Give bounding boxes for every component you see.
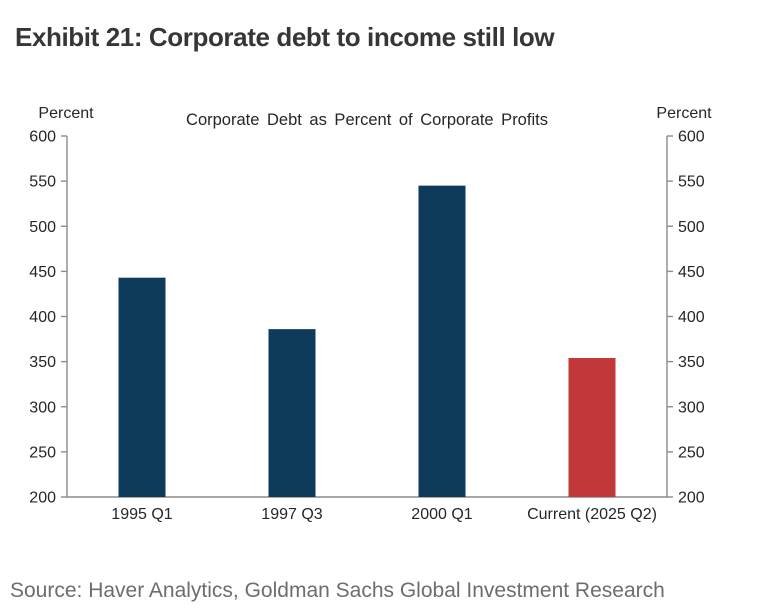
y-tick-label-left: 500 [29, 219, 56, 236]
bar-2 [268, 329, 316, 497]
x-tick-label: 2000 Q1 [411, 506, 472, 523]
y-tick-label-right: 400 [678, 309, 705, 326]
y-tick-label-left: 600 [29, 129, 56, 146]
y-tick-label-right: 200 [678, 490, 705, 507]
left-axis-unit-label: Percent [38, 105, 94, 122]
exhibit-title: Exhibit 21: Corporate debt to income sti… [15, 22, 555, 52]
right-axis-unit-label: Percent [656, 105, 712, 122]
y-tick-label-right: 300 [678, 399, 705, 416]
x-tick-label: Current (2025 Q2) [527, 506, 657, 523]
chart-title: Corporate Debt as Percent of Corporate P… [186, 111, 548, 129]
x-tick-label: 1997 Q3 [261, 506, 322, 523]
bar-chart: Corporate Debt as Percent of Corporate P… [29, 105, 712, 523]
y-tick-label-left: 300 [29, 399, 56, 416]
x-tick-label: 1995 Q1 [111, 506, 172, 523]
y-tick-label-left: 400 [29, 309, 56, 326]
y-tick-label-right: 550 [678, 174, 705, 191]
y-tick-label-left: 450 [29, 264, 56, 281]
y-tick-label-left: 550 [29, 174, 56, 191]
bar-3 [418, 185, 466, 497]
y-tick-label-left: 350 [29, 354, 56, 371]
y-tick-label-right: 600 [678, 129, 705, 146]
y-tick-label-left: 250 [29, 444, 56, 461]
source-note: Source: Haver Analytics, Goldman Sachs G… [10, 579, 665, 602]
bar-4 [568, 358, 616, 497]
y-tick-label-right: 250 [678, 444, 705, 461]
y-tick-label-right: 350 [678, 354, 705, 371]
y-tick-label-right: 500 [678, 219, 705, 236]
y-tick-label-left: 200 [29, 490, 56, 507]
y-tick-label-right: 450 [678, 264, 705, 281]
bar-1 [118, 277, 166, 497]
